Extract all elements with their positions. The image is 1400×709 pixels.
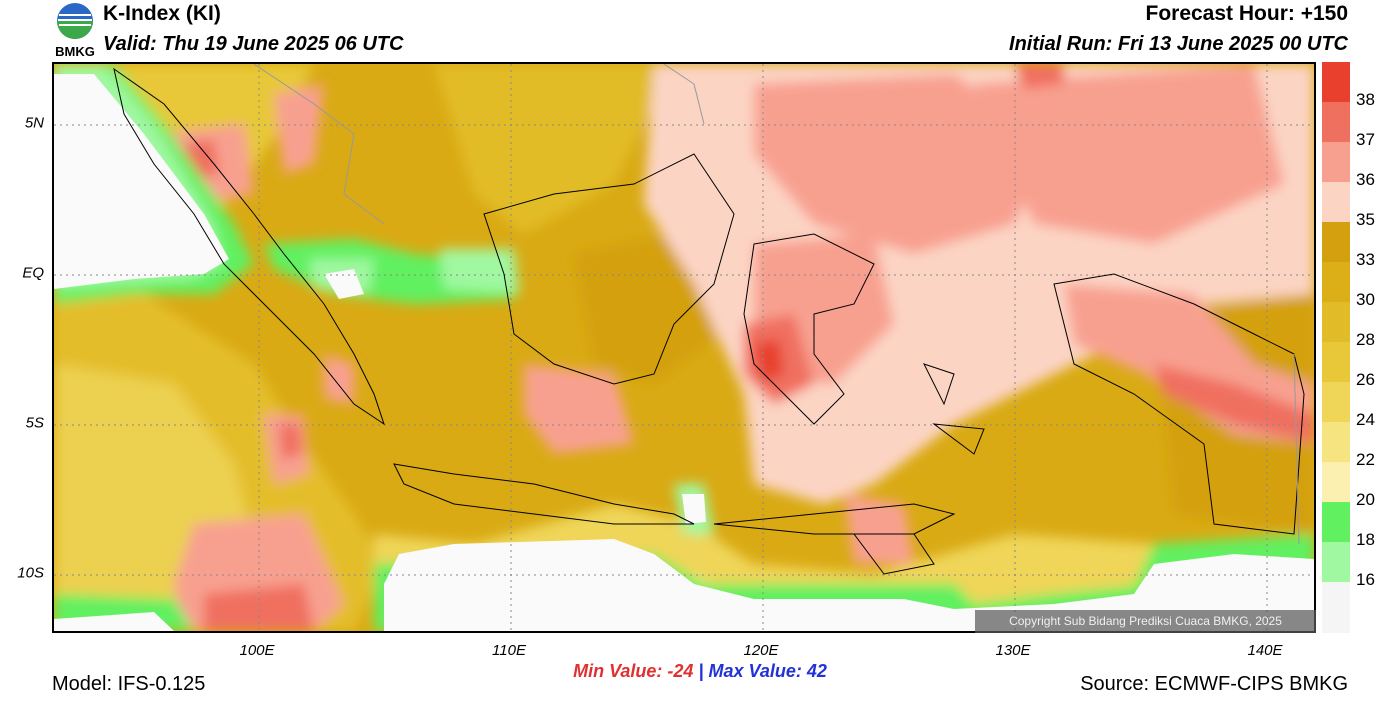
colorbar-label: 35 — [1356, 210, 1375, 229]
lon-label-110e: 110E — [492, 642, 526, 659]
colorbar-label: 36 — [1356, 170, 1375, 189]
copyright-notice: Copyright Sub Bidang Prediksi Cuaca BMKG… — [975, 610, 1316, 633]
min-value: Min Value: -24 — [573, 661, 694, 681]
colorbar-segment — [1322, 262, 1350, 302]
colorbar-segment — [1322, 142, 1350, 182]
chart-title: K-Index (KI) — [103, 2, 221, 25]
colorbar-label: 24 — [1356, 410, 1375, 429]
colorbar-segment — [1322, 422, 1350, 462]
colorbar-segment — [1322, 382, 1350, 422]
logo-text: BMKG — [55, 44, 95, 58]
colorbar-label: 28 — [1356, 330, 1375, 349]
colorbar — [1322, 62, 1350, 633]
colorbar-label: 38 — [1356, 90, 1375, 109]
min-max-values: Min Value: -24 | Max Value: 42 — [0, 661, 1400, 682]
lat-label-5n: 5N — [24, 114, 44, 132]
valid-time: Valid: Thu 19 June 2025 06 UTC — [103, 33, 404, 55]
lat-label-5s: 5S — [25, 414, 44, 432]
lon-label-100e: 100E — [239, 642, 275, 659]
colorbar-segment — [1322, 182, 1350, 222]
colorbar-segment — [1322, 542, 1350, 582]
map-canvas — [54, 64, 1314, 631]
colorbar-label: 33 — [1356, 250, 1375, 269]
colorbar-segment — [1322, 582, 1350, 633]
colorbar-segment — [1322, 62, 1350, 102]
initial-run: Initial Run: Fri 13 June 2025 00 UTC — [1009, 33, 1348, 55]
colorbar-label: 26 — [1356, 370, 1375, 389]
lon-label-130e: 130E — [995, 642, 1031, 659]
colorbar-segment — [1322, 342, 1350, 382]
lon-label-120e: 120E — [743, 642, 779, 659]
lat-label-10s: 10S — [17, 564, 44, 582]
k-index-map — [52, 62, 1316, 633]
colorbar-label: 18 — [1356, 530, 1375, 549]
colorbar-segment — [1322, 222, 1350, 262]
colorbar-segment — [1322, 462, 1350, 502]
lon-label-140e: 140E — [1247, 642, 1283, 659]
min-max-separator: | — [698, 661, 704, 681]
forecast-hour: Forecast Hour: +150 — [1145, 2, 1349, 25]
bmkg-logo: BMKG — [52, 2, 98, 59]
colorbar-label: 37 — [1356, 130, 1375, 149]
source-label: Source: ECMWF-CIPS BMKG — [1080, 673, 1348, 695]
model-label: Model: IFS-0.125 — [52, 673, 206, 695]
colorbar-segment — [1322, 302, 1350, 342]
colorbar-label: 30 — [1356, 290, 1375, 309]
colorbar-label: 22 — [1356, 450, 1375, 469]
colorbar-label: 20 — [1356, 490, 1375, 509]
colorbar-label: 16 — [1356, 570, 1375, 589]
colorbar-segment — [1322, 502, 1350, 542]
colorbar-segment — [1322, 102, 1350, 142]
lat-label-eq: EQ — [22, 264, 44, 282]
max-value: Max Value: 42 — [708, 661, 827, 681]
